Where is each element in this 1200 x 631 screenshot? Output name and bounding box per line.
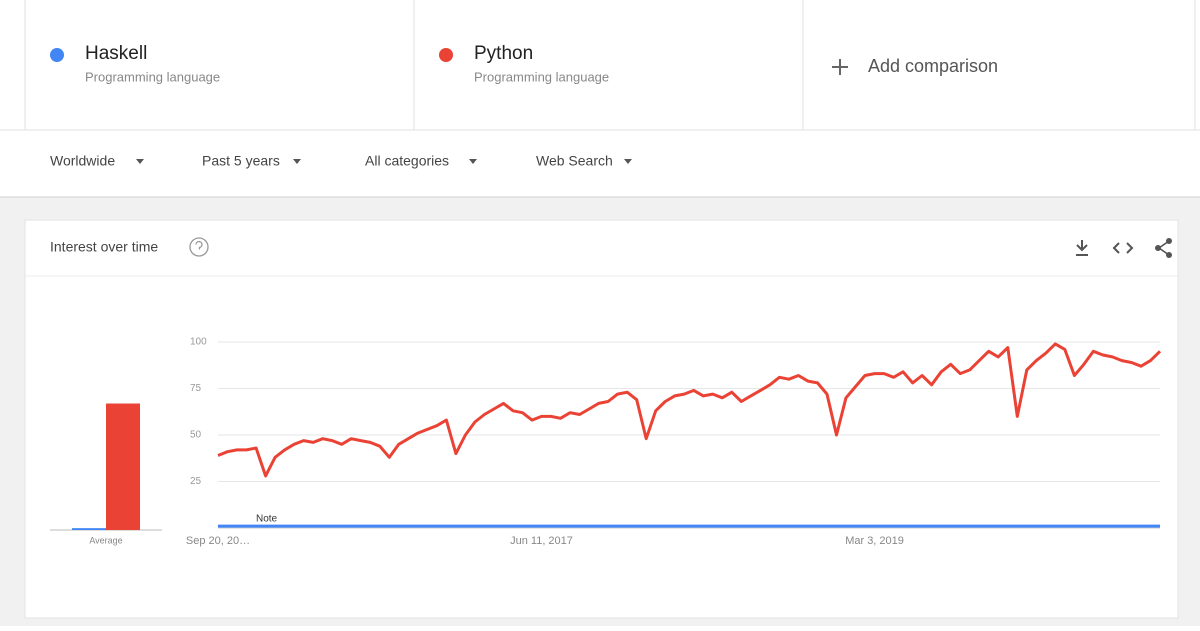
help-icon[interactable] [189, 237, 209, 257]
term-subtitle: Programming language [85, 69, 220, 84]
embed-icon[interactable] [1112, 242, 1134, 254]
term-dot [50, 48, 64, 62]
x-tick-label: Jun 11, 2017 [510, 535, 573, 547]
header-area [0, 0, 1200, 197]
embed-glyph [1112, 242, 1134, 254]
term-dot [439, 48, 453, 62]
filter-label: Past 5 years [202, 153, 280, 169]
download-icon[interactable] [1076, 240, 1088, 256]
series-line [217, 342, 1162, 478]
filter-label: Worldwide [50, 153, 115, 169]
y-tick-label: 25 [190, 476, 202, 487]
term-card[interactable]: Haskell Programming language [50, 43, 220, 84]
bar [106, 403, 140, 530]
filter-label: Web Search [536, 153, 613, 169]
share-icon[interactable] [1155, 238, 1172, 258]
term-name: Python [474, 43, 533, 64]
term-name: Haskell [85, 43, 147, 64]
add-comparison-label: Add comparison [868, 56, 998, 76]
dropdown-arrow [469, 159, 477, 164]
annotation: Note [256, 514, 278, 525]
bar [72, 528, 106, 530]
download-glyph [1076, 240, 1088, 256]
dropdown-arrow [624, 159, 632, 164]
dropdown-arrow [293, 159, 301, 164]
filter[interactable]: Worldwide [50, 153, 144, 169]
share-dot [1166, 238, 1172, 244]
dropdown-arrow [136, 159, 144, 164]
x-tick-label: Average [89, 535, 122, 545]
add-comparison[interactable]: Add comparison [832, 56, 998, 76]
y-tick-label: 50 [190, 430, 202, 441]
help-glyph [195, 240, 203, 250]
filter-label: All categories [365, 153, 449, 169]
filter[interactable]: All categories [365, 153, 477, 169]
x-tick-label: Sep 20, 20… [186, 535, 250, 547]
term-card[interactable]: Python Programming language [439, 43, 609, 84]
chart-card [24, 219, 1179, 619]
filter[interactable]: Past 5 years [202, 153, 301, 169]
x-tick-label: Mar 3, 2019 [845, 535, 904, 547]
y-tick-label: 75 [190, 383, 202, 394]
share-dot [1166, 252, 1172, 258]
share-dot [1155, 245, 1161, 251]
term-subtitle: Programming language [474, 69, 609, 84]
y-tick-label: 100 [190, 337, 207, 348]
filter[interactable]: Web Search [536, 153, 632, 169]
plus-icon [832, 59, 848, 75]
card-title: Interest over time [50, 239, 158, 255]
help-circle [189, 237, 209, 257]
